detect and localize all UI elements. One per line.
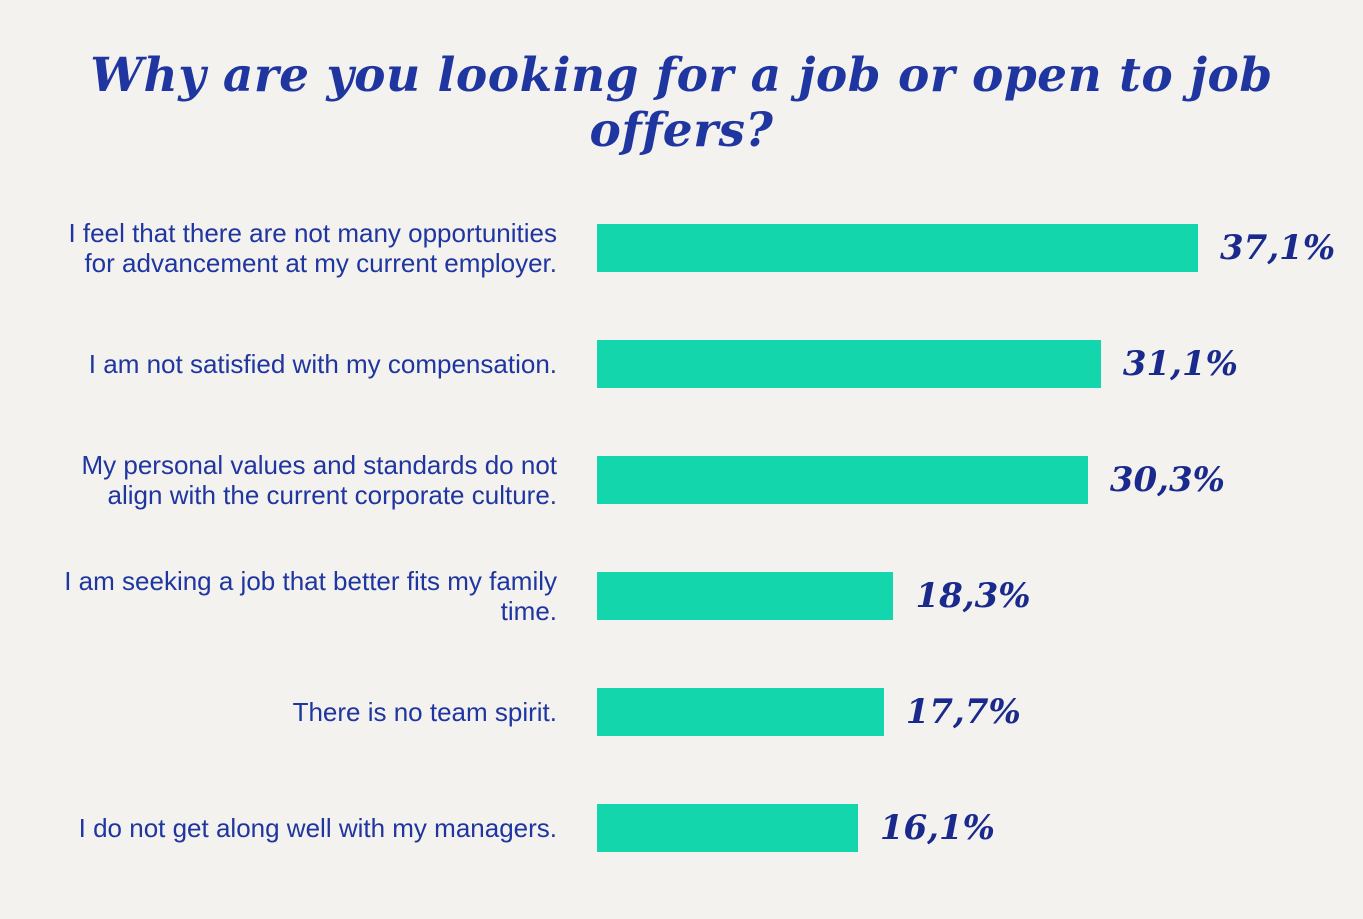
category-label: I am not satisfied with my compensation. xyxy=(88,349,557,379)
bar xyxy=(597,688,884,736)
category-label: My personal values and standards do not … xyxy=(81,450,557,510)
category-label-box: There is no team spirit. xyxy=(37,652,557,772)
category-label-box: I do not get along well with my managers… xyxy=(37,768,557,888)
category-label: I feel that there are not many opportuni… xyxy=(68,218,557,278)
bar xyxy=(597,340,1101,388)
value-label: 17,7% xyxy=(905,692,1021,732)
bar xyxy=(597,804,858,852)
category-label: I am seeking a job that better fits my f… xyxy=(64,566,557,626)
value-label: 31,1% xyxy=(1122,344,1238,384)
category-label-box: My personal values and standards do not … xyxy=(37,420,557,540)
category-label: There is no team spirit. xyxy=(292,697,557,727)
chart-title: Why are you looking for a job or open to… xyxy=(90,48,1273,158)
category-label-box: I am not satisfied with my compensation. xyxy=(37,304,557,424)
bar xyxy=(597,456,1088,504)
value-label: 16,1% xyxy=(879,808,995,848)
bar xyxy=(597,572,894,620)
bar xyxy=(597,224,1199,272)
category-label-box: I feel that there are not many opportuni… xyxy=(37,188,557,308)
category-label-box: I am seeking a job that better fits my f… xyxy=(37,536,557,656)
value-label: 37,1% xyxy=(1220,228,1336,268)
value-label: 18,3% xyxy=(915,576,1031,616)
value-label: 30,3% xyxy=(1109,460,1225,500)
category-label: I do not get along well with my managers… xyxy=(78,813,557,843)
